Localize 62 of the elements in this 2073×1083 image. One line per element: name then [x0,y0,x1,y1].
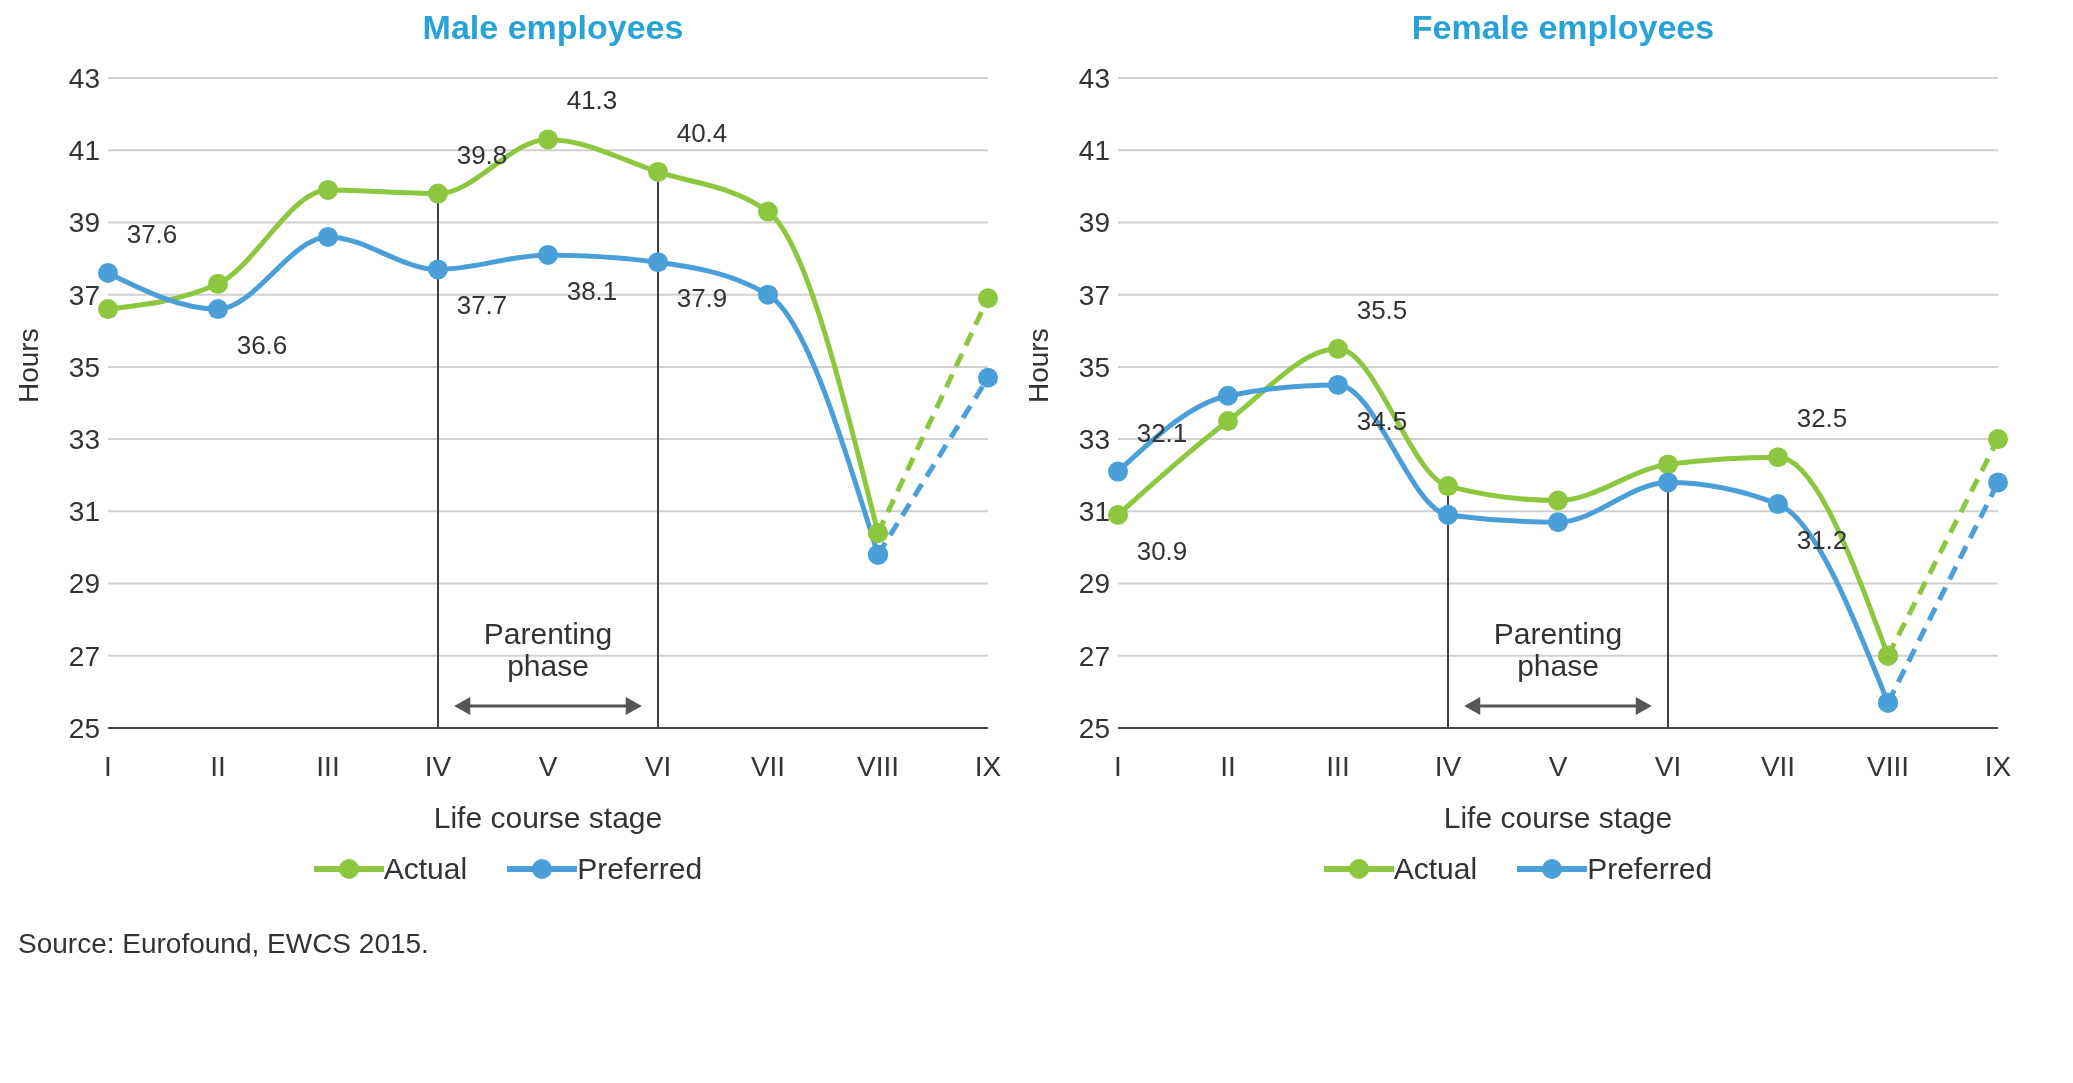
y-tick-label: 27 [68,640,100,672]
x-tick-label: III [1326,750,1350,782]
data-label: 39.8 [456,139,508,170]
x-tick-label: II [1220,750,1236,782]
y-tick-label: 35 [1078,351,1110,383]
x-axis-title: Life course stage [1443,801,1673,834]
legend-label: Preferred [1586,852,1713,886]
y-tick-label: 41 [1078,135,1110,167]
y-tick-label: 39 [1078,207,1110,239]
y-tick-label: 37 [68,279,100,311]
y-tick-label: 43 [1078,62,1110,94]
legend-label: Actual [382,852,468,886]
data-label: 40.4 [676,117,728,148]
data-label: 37.6 [126,219,178,249]
y-tick-label: 25 [68,712,100,744]
x-tick-label: IV [424,750,452,782]
legend-label: Preferred [576,852,703,886]
x-axis-title: Life course stage [433,801,663,834]
ref-line-label: Parenting phase [483,617,613,682]
x-tick-label: VI [644,750,672,782]
x-tick-label: VIII [1866,750,1910,782]
chart-title: Female employees [1410,8,1716,48]
data-label: 37.9 [676,283,728,314]
chart-title: Male employees [421,8,685,48]
x-tick-label: V [1548,750,1568,782]
data-label: 32.5 [1796,403,1848,434]
y-tick-label: 31 [68,496,100,528]
x-tick-label: II [210,750,226,782]
y-tick-label: 29 [68,568,100,600]
y-tick-label: 41 [68,135,100,167]
x-tick-label: IX [1984,750,2012,782]
y-tick-label: 35 [68,351,100,383]
x-tick-label: IV [1434,750,1462,782]
y-tick-label: 37 [1078,279,1110,311]
y-tick-label: 27 [1078,640,1110,672]
x-tick-label: VI [1654,750,1682,782]
y-tick-label: 29 [1078,568,1110,600]
x-tick-label: I [1114,750,1122,782]
y-tick-label: 31 [1078,496,1110,528]
y-tick-label: 33 [68,424,100,456]
legend-label: Actual [1392,852,1478,886]
source-note: Source: Eurofound, EWCS 2015. [18,928,430,960]
x-tick-label: VII [1760,750,1796,782]
y-tick-label: 25 [1078,712,1110,744]
y-axis-title: Hours [12,328,44,403]
y-tick-label: 33 [1078,424,1110,456]
y-axis-title: Hours [1022,328,1054,403]
data-label: 37.7 [456,290,508,321]
data-label: 38.1 [566,275,618,306]
data-label: 41.3 [566,85,618,116]
data-label: 36.6 [236,330,288,361]
data-label: 35.5 [1356,294,1408,325]
x-tick-label: IX [974,750,1002,782]
x-tick-label: VIII [856,750,900,782]
y-tick-label: 39 [68,207,100,239]
x-tick-label: V [538,750,558,782]
x-tick-label: III [316,750,340,782]
data-label: 30.9 [1136,535,1188,566]
ref-line-label: Parenting phase [1493,617,1623,682]
x-tick-label: I [104,750,112,782]
y-tick-label: 43 [68,62,100,94]
x-tick-label: VII [750,750,786,782]
